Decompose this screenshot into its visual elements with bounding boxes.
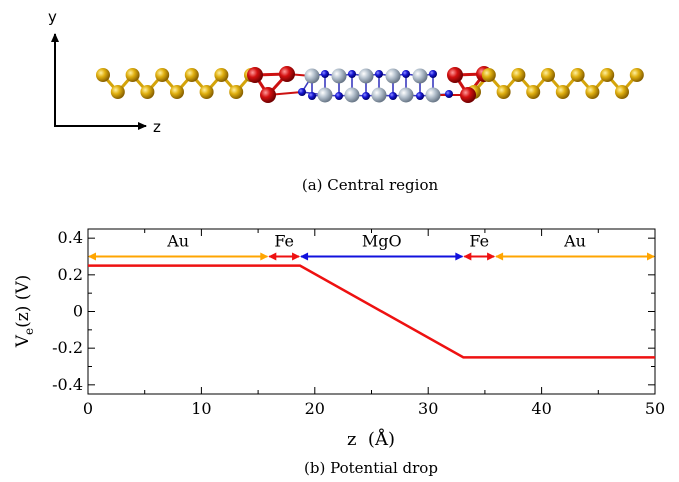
au-atom: [155, 68, 170, 82]
x-tick-label: 0: [83, 399, 93, 418]
y-tick-label: 0.2: [58, 265, 83, 284]
o-atom: [402, 70, 410, 78]
region-arrow-fe: [268, 252, 301, 261]
au-atom: [110, 85, 125, 99]
au-atom: [526, 85, 541, 99]
x-axis-label: z (Å): [347, 428, 395, 450]
region-arrow-au: [88, 252, 269, 261]
o-atom: [375, 70, 383, 78]
x-tick-label: 10: [191, 399, 211, 418]
y-axis-letter: y: [48, 8, 57, 26]
caption-b: (b) Potential drop: [304, 459, 438, 477]
fe-atom: [279, 66, 295, 82]
mg-atom: [304, 68, 320, 84]
series-lines: [87, 264, 656, 359]
fe-atom: [247, 67, 263, 83]
caption-a: (a) Central region: [302, 176, 439, 194]
o-atom: [362, 92, 370, 100]
o-atom: [335, 92, 343, 100]
mg-atom: [371, 87, 387, 103]
fe-atom: [260, 87, 276, 103]
potential-drop-chart: 0 10 20 30 40 50 0.4 0.2 0 -0.2 -0.4 Au Fe MgO Fe Au …: [13, 228, 665, 450]
o-atom: [348, 70, 356, 78]
au-atom: [585, 85, 600, 99]
y-tick-label: 0.4: [58, 228, 83, 247]
mg-atom: [412, 68, 428, 84]
au-atom: [140, 85, 155, 99]
au-atom: [496, 85, 511, 99]
z-axis-letter: z: [153, 118, 161, 136]
plot-frame: [87, 228, 656, 395]
mg-atom: [358, 68, 374, 84]
potential-line: [88, 264, 655, 359]
region-label: Fe: [469, 232, 489, 251]
x-tick-label: 40: [531, 399, 551, 418]
o-atom: [429, 70, 437, 78]
au-atom: [541, 68, 555, 82]
mg-atom: [398, 87, 414, 103]
mg-atom: [331, 68, 347, 84]
y-axis-label-sub: e: [22, 328, 36, 335]
y-axis-label-rest: (z) (V): [13, 275, 33, 328]
region-arrow-mgo: [300, 252, 464, 261]
y-tick-label: -0.2: [52, 338, 83, 357]
au-atom: [214, 68, 229, 82]
au-atom: [555, 85, 570, 99]
o-atom: [298, 88, 306, 96]
au-atom: [96, 68, 110, 82]
atoms: [96, 66, 644, 103]
o-atom: [416, 92, 424, 100]
au-atom: [199, 85, 214, 99]
mg-atom: [425, 87, 441, 103]
o-atom: [389, 92, 397, 100]
fe-atom: [447, 67, 463, 83]
o-atom: [321, 70, 329, 78]
au-atom: [481, 68, 496, 82]
au-atom: [570, 68, 585, 82]
region-label: Au: [166, 232, 189, 251]
region-label: Fe: [274, 232, 294, 251]
y-axis-label-main: V: [13, 334, 33, 348]
x-ticks: 0 10 20 30 40 50: [83, 229, 665, 418]
x-tick-label: 20: [305, 399, 325, 418]
y-ticks: 0.4 0.2 0 -0.2 -0.4: [52, 228, 655, 394]
au-atom: [170, 85, 184, 99]
y-tick-label: -0.4: [52, 375, 83, 394]
au-atom: [125, 68, 140, 82]
region-label: Au: [563, 232, 586, 251]
mg-atom: [344, 87, 360, 103]
x-tick-label: 50: [645, 399, 665, 418]
central-region-structure: y z: [48, 8, 644, 136]
mg-atom: [385, 68, 401, 84]
au-atom: [615, 85, 629, 99]
au-atom: [629, 68, 644, 82]
region-arrows: Au Fe MgO Fe Au: [88, 232, 655, 261]
region-label: MgO: [362, 232, 402, 251]
mg-atom: [317, 87, 333, 103]
o-atom: [445, 90, 453, 98]
au-atom: [229, 85, 244, 99]
x-tick-label: 30: [418, 399, 438, 418]
region-arrow-fe: [463, 252, 496, 261]
y-tick-label: 0: [73, 302, 83, 321]
au-atom: [600, 68, 615, 82]
y-axis-label: Ve(z) (V): [13, 275, 36, 349]
au-atom: [184, 68, 199, 82]
au-atom: [511, 68, 526, 82]
fe-atom: [460, 87, 476, 103]
region-arrow-au: [495, 252, 655, 261]
o-atom: [308, 92, 316, 100]
